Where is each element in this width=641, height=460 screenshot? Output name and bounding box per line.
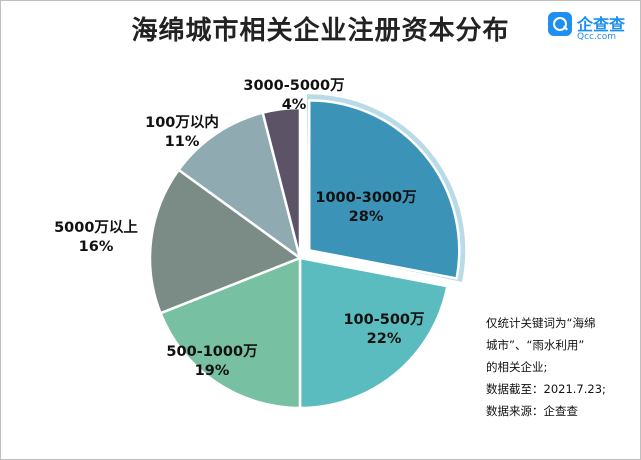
pie-slice-100: [177, 111, 302, 260]
slice-label: 500-1000万: [166, 343, 257, 360]
footnote-line: 仅统计关键词为“海绵: [486, 316, 596, 330]
footnote-line: 数据截至：2021.7.23;: [486, 382, 606, 396]
pie-slice-3000-5000: [261, 106, 302, 260]
slice-label: 100万以内: [145, 113, 219, 131]
slice-value-label: 22%: [367, 331, 402, 347]
slice-label: 1000-3000万: [315, 189, 416, 206]
logo-domain: Qcc.com: [577, 32, 617, 42]
slice-value-label: 28%: [349, 209, 384, 225]
logo-name: 企查查: [577, 15, 626, 34]
slice-value-label: 4%: [282, 97, 307, 113]
pie-slice-1000-3000: [307, 99, 461, 280]
slice-value-label: 16%: [79, 239, 114, 255]
slice-value-label: 11%: [165, 134, 200, 150]
magnifier-logo-icon: [548, 12, 572, 36]
footnote: 仅统计关键词为“海绵 城市”、“雨水利用” 的相关企业; 数据截至：2021.7…: [486, 312, 634, 422]
qcc-logo: 企查查 Qcc.com: [548, 10, 630, 44]
pie-slice-500-1000: [159, 256, 302, 410]
slice-label: 3000-5000万: [243, 77, 344, 94]
slice-value-label: 19%: [195, 363, 230, 379]
footnote-line: 的相关企业;: [486, 360, 548, 374]
chart-title: 海绵城市相关企业注册资本分布: [131, 16, 510, 46]
slice-label: 100-500万: [343, 311, 424, 328]
slice-label: 5000万以上: [54, 219, 138, 236]
footnote-line: 城市”、“雨水利用”: [486, 338, 585, 352]
footnote-line: 数据来源：企查查: [486, 404, 578, 418]
pie-slice-100-500: [298, 256, 449, 410]
pie-slice-5000: [148, 168, 302, 315]
